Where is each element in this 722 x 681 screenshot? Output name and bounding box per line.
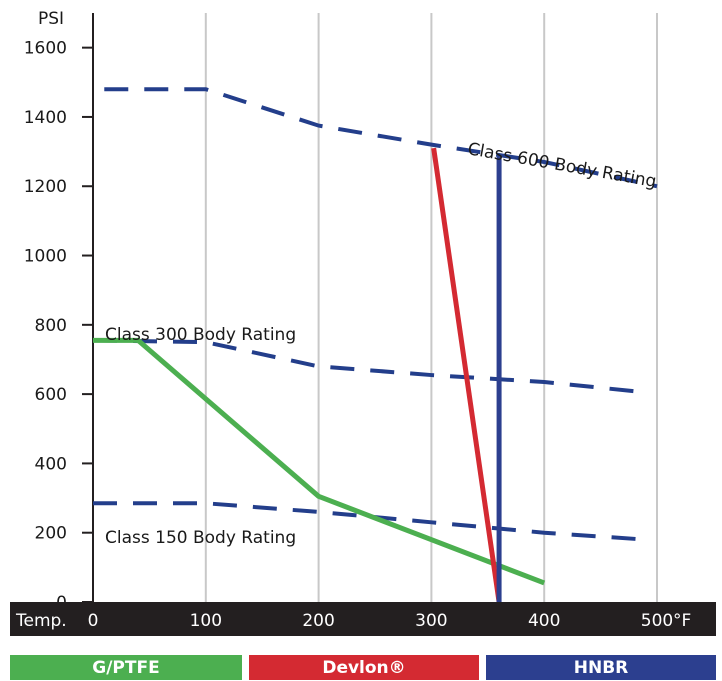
x-tick-label-0: 0 [88, 611, 99, 631]
annotation-class-150: Class 150 Body Rating [105, 528, 296, 548]
x-tick-label-300: 300 [415, 611, 447, 631]
y-tick-label-800: 800 [35, 316, 67, 336]
y-tick-label-1000: 1000 [24, 247, 67, 267]
y-axis-label: PSI [38, 9, 64, 29]
annotation-class-300: Class 300 Body Rating [105, 325, 296, 345]
y-tick-labels: 02004006008001000120014001600 [24, 39, 67, 613]
y-tick-label-600: 600 [35, 385, 67, 405]
x-tick-label-500: 500 [641, 611, 673, 631]
x-tick-label-400: 400 [528, 611, 560, 631]
axes [82, 13, 94, 603]
legend-label-hnbr: HNBR [573, 657, 629, 678]
grid-lines [204, 13, 658, 602]
series-line-g-ptfe [93, 337, 546, 586]
annotation-class-600: Class 600 Body Rating [466, 139, 658, 192]
rating-line-class-300-body-rating [92, 338, 646, 395]
y-tick-label-1200: 1200 [24, 177, 67, 197]
x-tick-labels: 0 100 200 300 400 500 °F [88, 611, 692, 631]
y-tick-label-1400: 1400 [24, 108, 67, 128]
legend-item-hnbr: HNBR [486, 655, 716, 680]
series-lines [93, 147, 546, 603]
x-tick-label-200: 200 [302, 611, 334, 631]
legend-item-devlon: Devlon® [249, 655, 479, 680]
y-tick-label-400: 400 [35, 454, 67, 474]
y-tick-label-200: 200 [35, 524, 67, 544]
x-axis-band [10, 602, 716, 636]
rating-line-class-600-body-rating [104, 87, 658, 189]
legend-label-devlon: Devlon® [322, 657, 406, 678]
legend-item-gptfe: G/PTFE [10, 655, 242, 680]
x-axis-label: Temp. [15, 611, 67, 631]
legend-label-gptfe: G/PTFE [92, 657, 160, 678]
series-line-devlon [431, 147, 502, 603]
y-tick-label-1600: 1600 [24, 39, 67, 59]
x-axis-unit: °F [673, 611, 691, 631]
x-tick-label-100: 100 [190, 611, 222, 631]
